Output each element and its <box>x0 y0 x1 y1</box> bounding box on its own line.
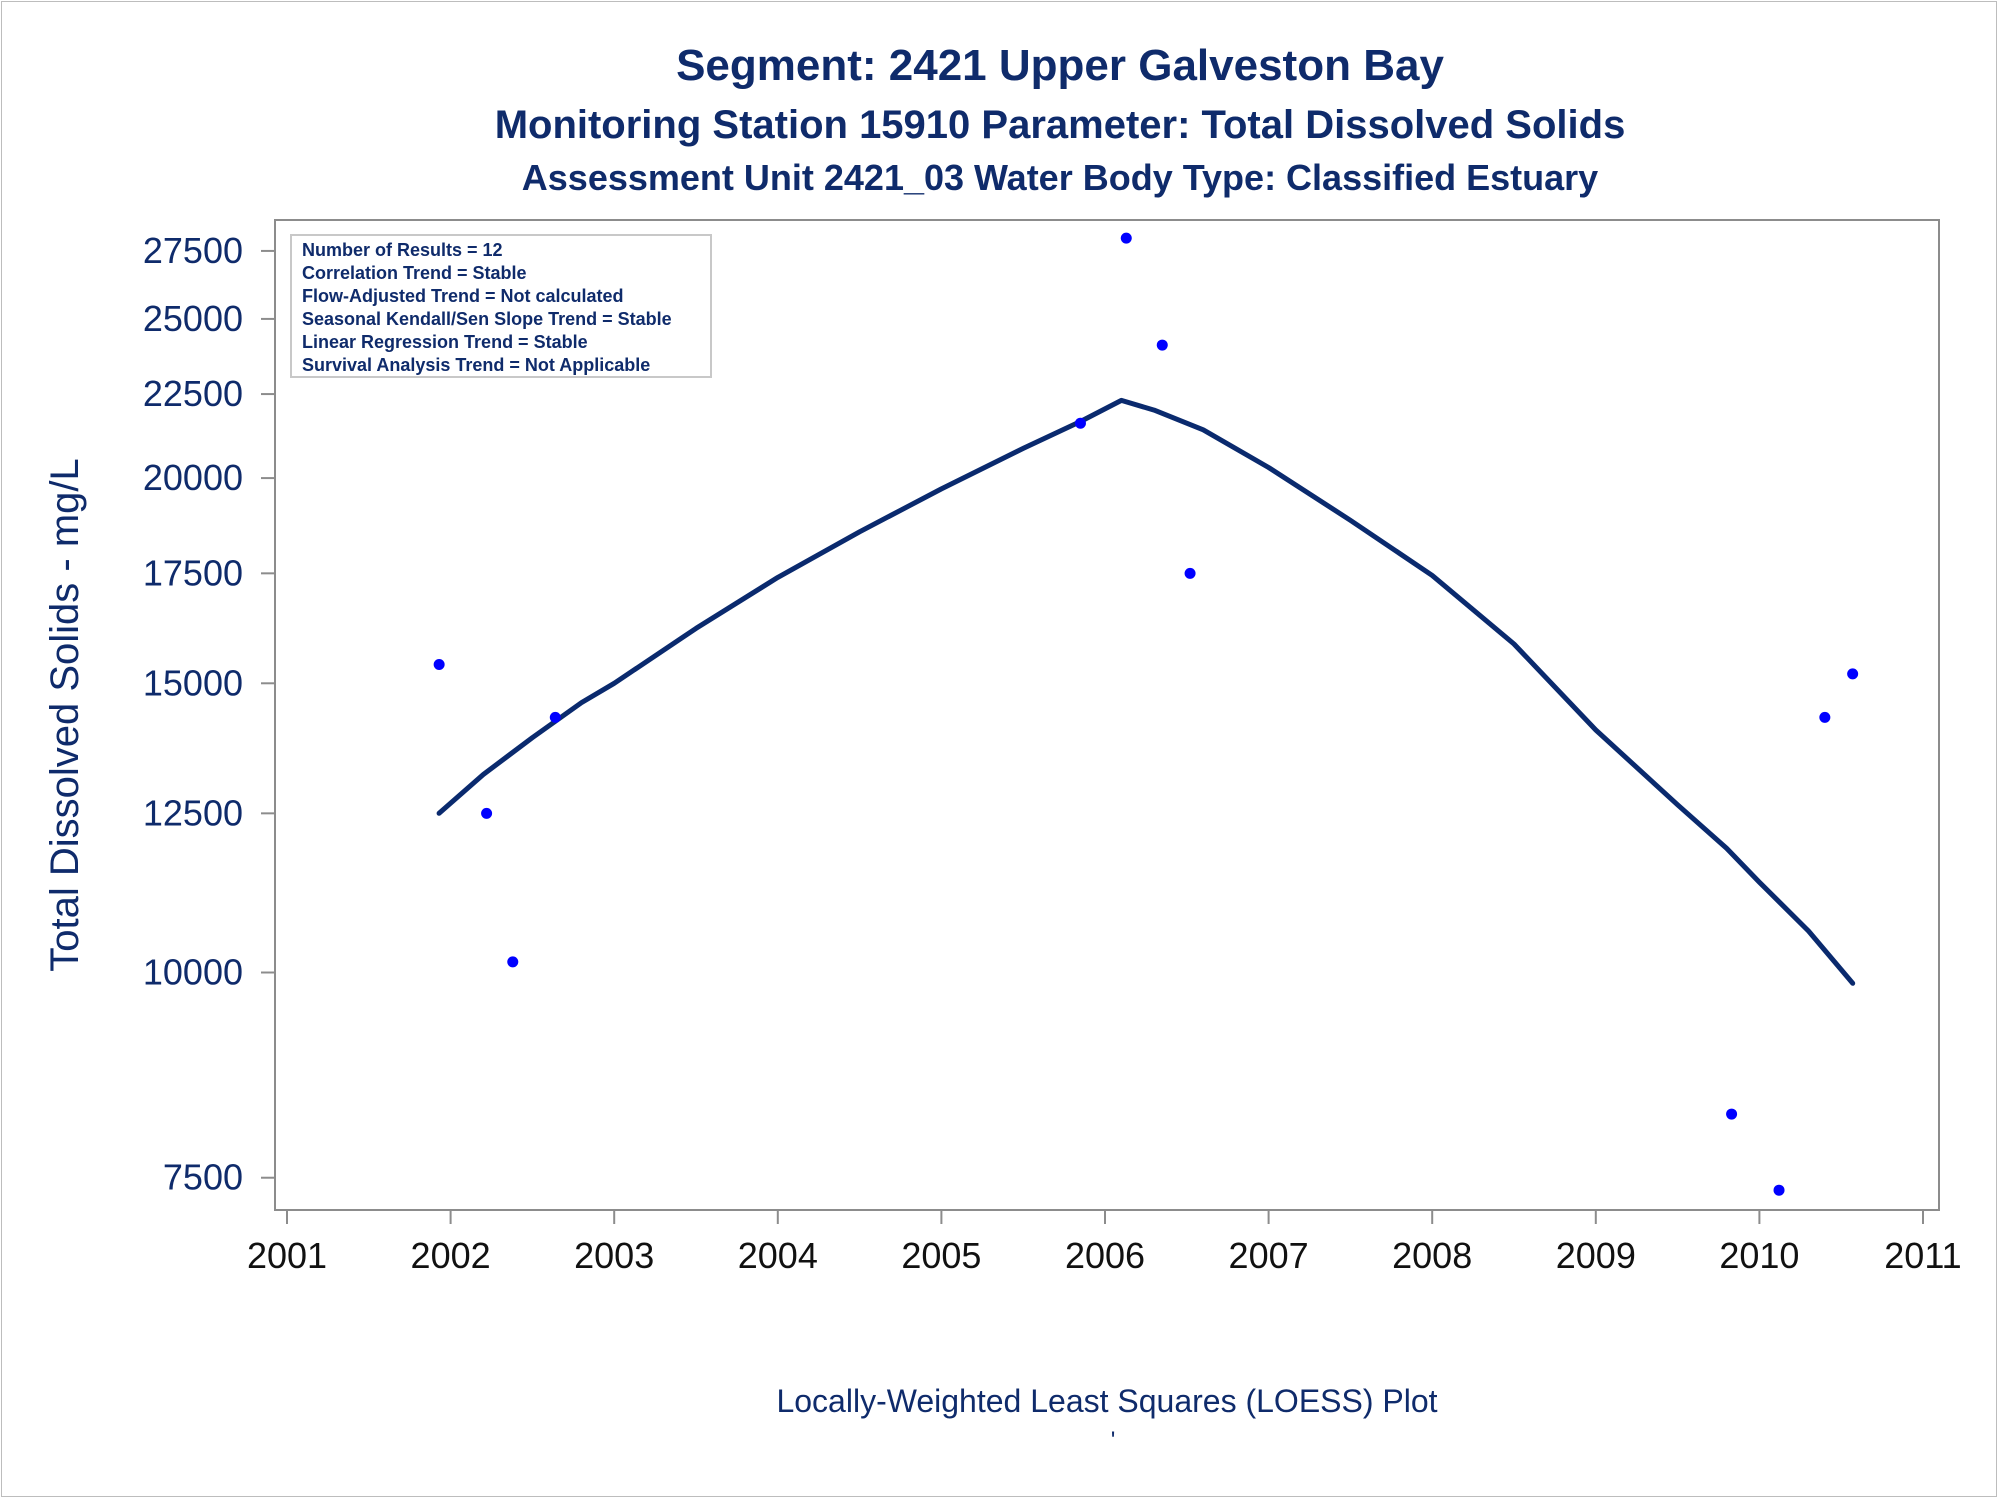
stats-line: Survival Analysis Trend = Not Applicable <box>302 355 650 375</box>
x-tick-label: 2005 <box>901 1235 981 1276</box>
data-point <box>481 807 493 819</box>
y-tick-label: 7500 <box>163 1157 243 1198</box>
stats-box <box>290 234 712 378</box>
chart-title: Segment: 2421 Upper Galveston Bay <box>676 41 1444 90</box>
x-tick-label: 2003 <box>574 1235 654 1276</box>
chart-subtitle: Monitoring Station 15910 Parameter: Tota… <box>495 103 1626 147</box>
stats-box-lines: Number of Results = 12 Correlation Trend … <box>302 240 672 375</box>
data-point <box>1773 1184 1785 1196</box>
x-tick-label: 2007 <box>1229 1235 1309 1276</box>
x-tick-label: 2009 <box>1556 1235 1636 1276</box>
y-axis-title: Total Dissolved Solids - mg/L <box>43 458 87 972</box>
data-point <box>549 711 561 723</box>
x-tick-label: 2010 <box>1719 1235 1799 1276</box>
data-points-layer <box>433 232 1859 1196</box>
y-tick-label: 12500 <box>143 792 243 833</box>
x-tick-label: 2006 <box>1065 1235 1145 1276</box>
data-point <box>433 659 445 671</box>
data-point <box>1184 567 1196 579</box>
y-tick-label: 20000 <box>143 457 243 498</box>
data-point <box>1074 417 1086 429</box>
footer-mark: ' <box>1111 1427 1116 1454</box>
y-tick-label: 15000 <box>143 662 243 703</box>
plot-caption: Locally-Weighted Least Squares (LOESS) P… <box>776 1383 1437 1419</box>
data-point <box>1156 339 1168 351</box>
y-tick-label: 27500 <box>143 230 243 271</box>
data-point <box>1726 1108 1738 1120</box>
x-tick-label: 2011 <box>1884 1235 1961 1276</box>
y-axis: 7500 10000 12500 15000 17500 20000 22500 25000 2… <box>143 230 275 1198</box>
stats-line: Number of Results = 12 <box>302 240 503 260</box>
chart-subtitle-2: Assessment Unit 2421_03 Water Body Type:… <box>522 157 1598 198</box>
y-tick-label: 22500 <box>143 373 243 414</box>
x-tick-label: 2004 <box>738 1235 818 1276</box>
y-tick-label: 25000 <box>143 298 243 339</box>
x-tick-label: 2002 <box>411 1235 491 1276</box>
data-point <box>1819 711 1831 723</box>
y-tick-label: 10000 <box>143 952 243 993</box>
x-tick-label: 2008 <box>1392 1235 1472 1276</box>
data-point <box>1120 232 1132 244</box>
x-tick-label: 2001 <box>247 1235 327 1276</box>
data-point <box>507 956 519 968</box>
stats-line: Correlation Trend = Stable <box>302 263 527 283</box>
stats-line: Linear Regression Trend = Stable <box>302 332 588 352</box>
loess-curve <box>436 397 1856 986</box>
x-axis: 2001 2002 2003 2004 2005 2006 2007 2008 2009 2010… <box>247 1210 1962 1276</box>
stats-line: Flow-Adjusted Trend = Not calculated <box>302 286 624 306</box>
stats-line: Seasonal Kendall/Sen Slope Trend = Stabl… <box>302 309 672 329</box>
plot-area <box>274 219 1940 1211</box>
y-tick-label: 17500 <box>143 552 243 593</box>
loess-curve-layer <box>436 397 1856 986</box>
data-point <box>1847 668 1859 680</box>
